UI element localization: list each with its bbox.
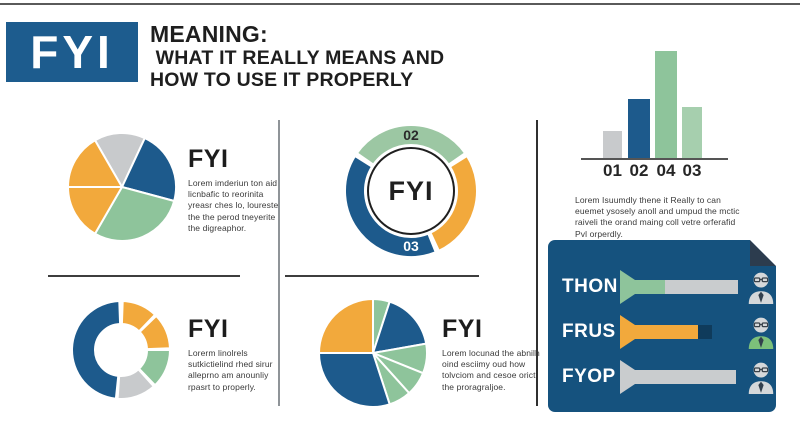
donut-segment-label-02: 02	[403, 127, 419, 143]
bar-chart-top-right: 01 02 04 03	[581, 51, 728, 180]
section-1-body: Lorem imderiun ton aid licnbafic to reor…	[188, 178, 279, 233]
section-4-heading: FYI	[188, 315, 229, 343]
title-line-1: MEANING:	[150, 21, 268, 47]
bar-label-01: 01	[603, 161, 622, 180]
bar-label-02: 02	[630, 161, 649, 180]
donut-slice-gray	[116, 367, 156, 400]
pie-slice-orange	[318, 298, 374, 354]
section-5-heading: FYI	[442, 315, 483, 343]
pie-slice-blue	[120, 136, 177, 203]
donut-slice-blue	[71, 300, 122, 400]
pie-slice-blue	[318, 352, 391, 408]
fyi-logo-text: FYI	[30, 26, 114, 78]
funnel-row-fyop: FYOP	[562, 355, 776, 399]
funnel-bar	[620, 315, 712, 349]
donut-center-text: FYI	[388, 175, 434, 206]
pie-slice-blue	[371, 300, 428, 355]
section-5-body: Lorem locunad the abnilh oind esciimy ou…	[442, 348, 540, 392]
donut-slice-blue	[344, 154, 438, 258]
bar-02	[628, 99, 650, 158]
section-4-text: FYI Lorerm linolrels sutkictielind rhed …	[188, 317, 284, 393]
section-4-body: Lorerm linolrels sutkictielind rhed siru…	[188, 348, 273, 392]
section-3-body: Lorem Isuumdly thene it Really to can eu…	[575, 195, 740, 239]
section-1-text: FYI Lorem imderiun ton aid licnbafic to …	[188, 147, 284, 234]
funnel-row-label: FYOP	[562, 366, 616, 387]
vertical-divider-right	[536, 120, 538, 406]
donut-slice-green	[137, 349, 171, 387]
funnel-row-thon: THON	[562, 265, 776, 309]
donut-slice-orange	[429, 154, 478, 253]
title-line-3: HOW TO USE IT PROPERLY	[150, 68, 414, 91]
donut-slice-green	[355, 124, 467, 167]
fyi-logo-box: FYI	[6, 22, 138, 82]
donut-chart-bottom-left	[71, 300, 171, 400]
funnel-row-label: FRUS	[562, 321, 616, 342]
section-3-text: Lorem Isuumdly thene it Really to can eu…	[575, 189, 747, 240]
donut-segment-label-03: 03	[403, 238, 419, 254]
pie-slice-orange	[67, 138, 124, 188]
x-axis-line	[581, 158, 728, 160]
horizontal-divider-middle	[285, 275, 479, 277]
page-fold-cut	[750, 240, 776, 266]
person-icon	[748, 317, 774, 349]
pie-chart-top-left	[67, 132, 177, 242]
donut-slice-orange	[138, 314, 171, 351]
vertical-divider-left	[278, 120, 280, 406]
title-line-2: WHAT IT REALLY MEANS AND	[150, 46, 445, 69]
donut-slice-orange	[120, 300, 157, 333]
bar-label-03: 03	[683, 161, 702, 180]
top-divider-line	[0, 3, 800, 5]
funnel-panel: THON FRUS FYOP	[548, 240, 776, 412]
donut-chart-top-middle	[344, 124, 478, 258]
bar-03	[682, 107, 702, 158]
page-title: MEANING: WHAT IT REALLY MEANS AND HOW TO…	[150, 21, 445, 91]
funnel-bar	[620, 360, 736, 394]
funnel-row-label: THON	[562, 276, 618, 297]
pie-slice-gray	[93, 132, 147, 190]
pie-slice-orange	[67, 186, 124, 236]
bar-01	[603, 131, 622, 158]
bar-label-04: 04	[657, 161, 676, 180]
donut-center-badge: FYI	[367, 147, 455, 235]
funnel-bar	[620, 270, 738, 304]
horizontal-divider-left	[48, 275, 240, 277]
section-5-text: FYI Lorem locunad the abnilh oind esciim…	[442, 317, 542, 393]
person-icon	[748, 362, 774, 394]
person-icon	[748, 272, 774, 304]
bar-04	[655, 51, 677, 158]
funnel-row-frus: FRUS	[562, 310, 776, 354]
section-1-heading: FYI	[188, 145, 229, 173]
pie-chart-bottom-middle	[318, 298, 428, 408]
